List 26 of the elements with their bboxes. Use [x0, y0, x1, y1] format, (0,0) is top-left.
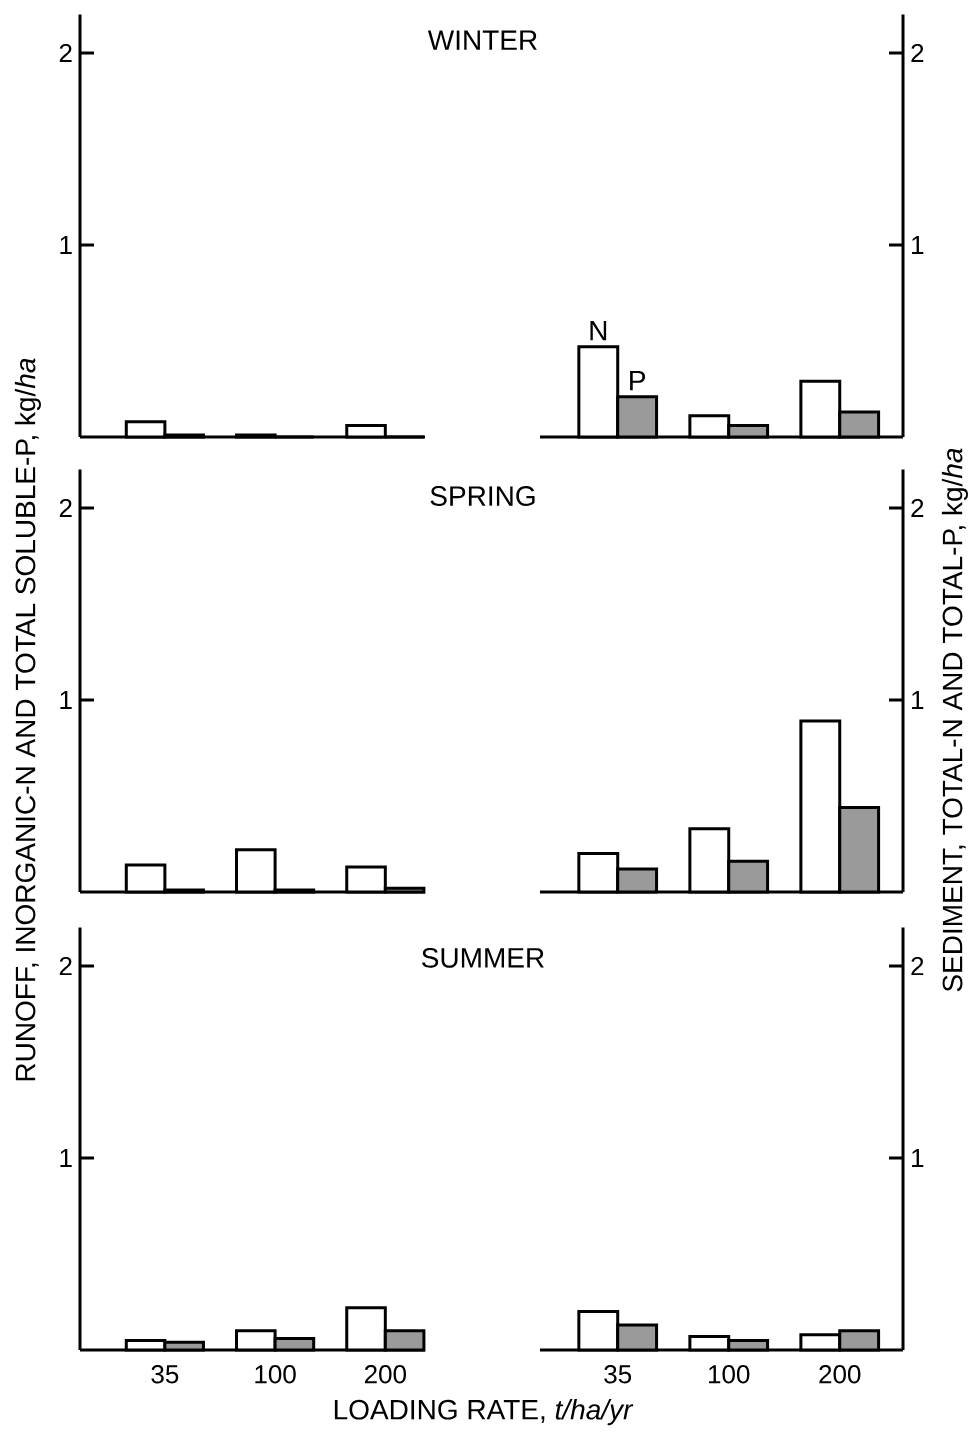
y-tick-label: 2 [911, 956, 924, 976]
y-tick-label: 1 [912, 236, 924, 254]
text: WINTER [427, 30, 537, 50]
x-tick-label: 35 [151, 1365, 179, 1384]
y-tick-label: 2 [59, 498, 72, 518]
y-tick-label: 1 [60, 236, 72, 254]
y-tick-label: 2 [59, 43, 72, 63]
y-axis-title: SEDIMENT, TOTAL-N AND TOTAL-P, kg/ha [941, 448, 968, 992]
y-tick-label: 2 [911, 43, 924, 63]
y-tick-label: 1 [912, 1149, 924, 1167]
y-tick-label: 2 [59, 956, 72, 976]
y-tick-label: 1 [60, 1149, 72, 1167]
annotation: N [590, 321, 607, 341]
x-tick-label: 200 [364, 1365, 406, 1384]
annotation: P [630, 371, 646, 391]
y-tick-label: 1 [60, 691, 72, 709]
y-tick-label: 1 [912, 691, 924, 709]
text: SPRING [430, 486, 535, 506]
x-tick-label: 200 [819, 1365, 861, 1384]
y-tick-label: 2 [911, 498, 924, 518]
x-axis-title: LOADING RATE, t/ha/yr [334, 1399, 634, 1426]
text: SUMMER [422, 947, 544, 968]
y-axis-title: RUNOFF, INORGANIC-N AND TOTAL SOLUBLE-P, kg/ha [14, 358, 41, 1081]
x-tick-label: 100 [255, 1365, 296, 1384]
x-tick-label: 35 [604, 1365, 632, 1384]
x-tick-label: 100 [709, 1365, 750, 1384]
